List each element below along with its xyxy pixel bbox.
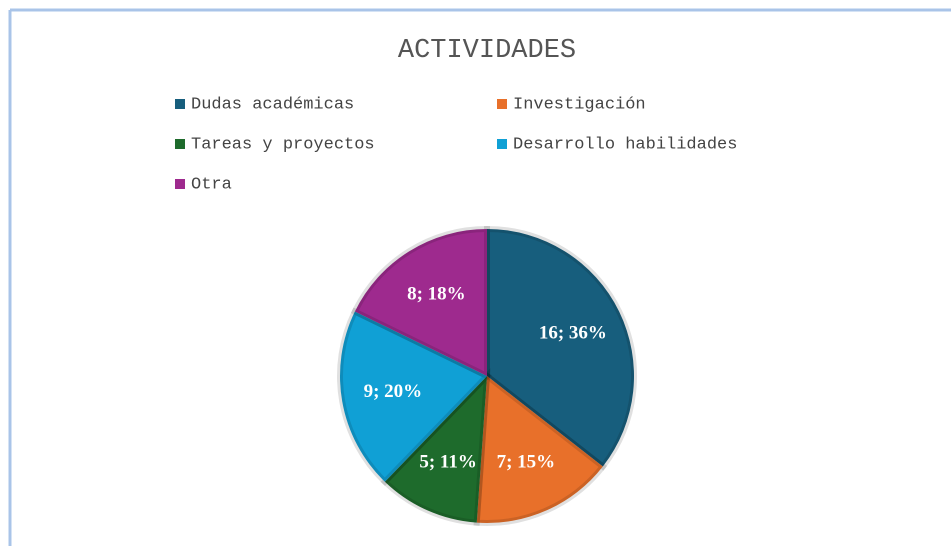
pie-slice bbox=[380, 367, 491, 526]
pie-slice bbox=[337, 307, 493, 486]
chart-title: ACTIVIDADES bbox=[398, 36, 576, 66]
data-label: 5; 11% bbox=[419, 452, 477, 473]
legend-label: Investigación bbox=[513, 95, 646, 114]
legend-label: Otra bbox=[191, 175, 232, 194]
legend-swatch bbox=[175, 139, 185, 149]
legend-swatch bbox=[175, 179, 185, 189]
data-label: 8; 18% bbox=[407, 283, 466, 304]
legend-label: Tareas y proyectos bbox=[191, 135, 375, 154]
legend-swatch bbox=[497, 99, 507, 109]
legend-swatch bbox=[497, 139, 507, 149]
legend-label: Dudas académicas bbox=[191, 95, 354, 114]
data-label: 9; 20% bbox=[364, 381, 423, 402]
legend-swatch bbox=[175, 99, 185, 109]
pie-slice bbox=[484, 225, 637, 471]
data-label: 16; 36% bbox=[539, 322, 607, 343]
pie-slice bbox=[473, 370, 608, 526]
data-label: 7; 15% bbox=[497, 452, 556, 473]
legend-label: Desarrollo habilidades bbox=[513, 135, 737, 154]
pie-slice bbox=[350, 225, 490, 381]
